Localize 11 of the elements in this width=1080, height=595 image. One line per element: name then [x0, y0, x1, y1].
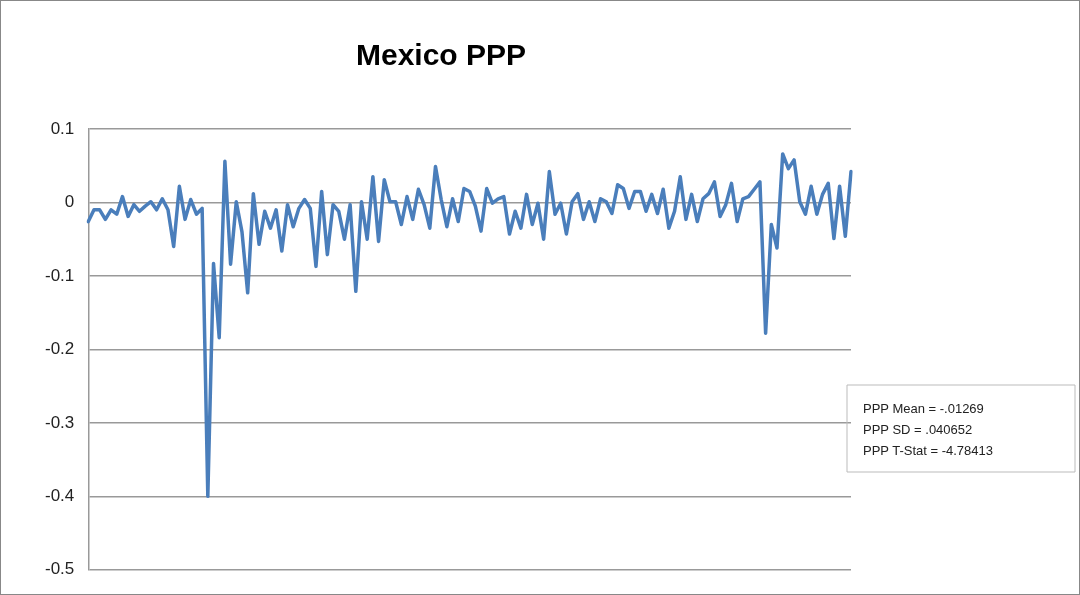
y-tick-label: -0.5: [45, 559, 75, 579]
y-tick-label: -0.1: [45, 265, 75, 285]
y-tick-label: 0.1: [50, 118, 75, 138]
y-tick-label: -0.2: [45, 339, 75, 359]
text: PPP SD = .040652: [863, 421, 973, 437]
chart-title: Mexico PPP: [355, 38, 527, 72]
y-tick-label: -0.4: [45, 486, 75, 506]
text: PPP T-Stat = -4.78413: [863, 442, 993, 458]
y-tick-label: -0.3: [45, 412, 75, 432]
y-tick-label: 0: [64, 192, 75, 212]
text: PPP Mean = -.01269: [863, 400, 984, 416]
